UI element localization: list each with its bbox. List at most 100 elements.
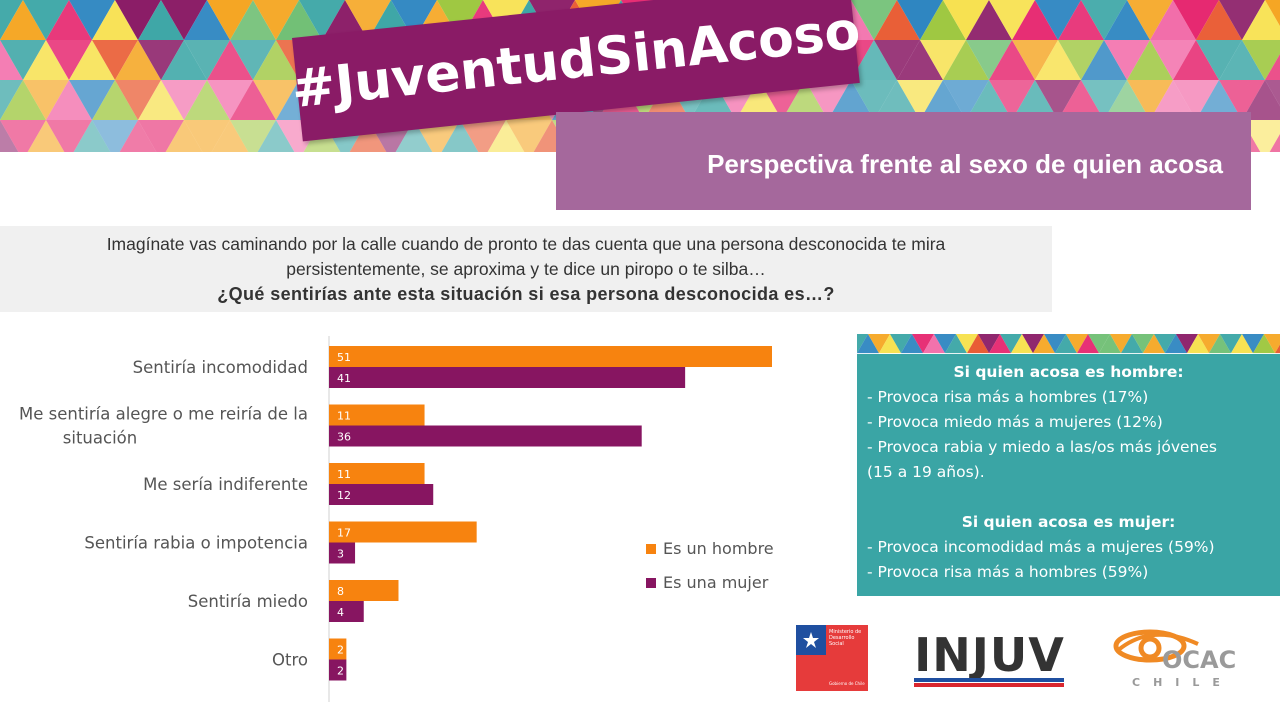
banner-triangle xyxy=(943,40,989,81)
banner-triangle xyxy=(487,120,525,152)
banner-triangle xyxy=(395,120,433,152)
bar xyxy=(329,601,364,622)
banner-triangle xyxy=(1012,40,1058,81)
banner-triangle xyxy=(69,80,115,121)
banner-triangle xyxy=(966,40,1012,81)
banner-triangle xyxy=(138,120,184,152)
page-title: Perspectiva frente al sexo de quien acos… xyxy=(707,149,1223,179)
banner-triangle xyxy=(0,80,46,121)
banner-triangle xyxy=(736,80,782,121)
banner-triangle xyxy=(46,0,92,41)
banner-triangle xyxy=(1121,334,1143,354)
injuv-logo-text: INJUV xyxy=(914,628,1065,682)
banner-triangle xyxy=(989,0,1035,41)
banner-triangle xyxy=(1081,40,1127,81)
bar-value-label: 2 xyxy=(337,644,344,657)
banner-triangle xyxy=(460,120,506,152)
banner-triangle xyxy=(920,40,966,81)
banner-triangle xyxy=(1219,0,1265,41)
legend-swatch xyxy=(646,578,656,588)
banner-triangle xyxy=(1269,133,1280,152)
injuv-red-bar xyxy=(914,683,1064,687)
banner-triangle xyxy=(920,80,966,121)
bar-value-label: 41 xyxy=(337,372,351,385)
men-item: - Provoca miedo más a mujeres (12%) xyxy=(867,413,1163,431)
legend-label: Es una mujer xyxy=(663,573,769,592)
banner-triangle xyxy=(207,80,253,121)
banner-triangle xyxy=(1150,80,1196,121)
banner-triangle xyxy=(782,80,828,121)
bar-value-label: 8 xyxy=(337,585,344,598)
info-panel: Si quien acosa es hombre: - Provoca risa… xyxy=(857,334,1280,596)
women-item: - Provoca risa más a hombres (59%) xyxy=(867,563,1149,581)
bar xyxy=(329,484,434,505)
banner-triangle xyxy=(1000,334,1022,354)
banner-triangle xyxy=(46,40,92,81)
men-item: - Provoca rabia y miedo a las/os más jóv… xyxy=(867,438,1217,456)
banner-triangle xyxy=(211,120,249,152)
banner-triangle xyxy=(207,40,253,81)
banner-triangle xyxy=(857,334,879,354)
banner-triangle xyxy=(897,0,943,41)
banner-triangle xyxy=(851,0,897,41)
category-label: Me sería indiferente xyxy=(143,475,308,494)
banner-triangle xyxy=(184,80,230,121)
category-label: situación xyxy=(63,429,137,448)
banner-triangle xyxy=(1242,334,1264,354)
banner-triangle xyxy=(207,0,253,41)
banner-triangle xyxy=(1104,80,1150,121)
banner-triangle xyxy=(69,40,115,81)
banner-triangle xyxy=(1187,334,1209,354)
banner-triangle xyxy=(391,0,437,41)
ministry-logo-text: Social xyxy=(829,641,844,647)
question-line-3: ¿Qué sentirías ante esta situación si es… xyxy=(217,284,835,304)
banner-triangle xyxy=(1088,334,1110,354)
legend-label: Es un hombre xyxy=(663,539,774,558)
banner-triangle xyxy=(165,120,203,152)
banner-triangle xyxy=(1058,80,1104,121)
bar-value-label: 11 xyxy=(337,410,351,423)
banner-triangle xyxy=(23,80,69,121)
banner-triangle xyxy=(161,0,207,41)
banner-triangle xyxy=(0,0,46,41)
banner-triangle xyxy=(119,120,157,152)
banner-triangle xyxy=(46,120,92,152)
spacer xyxy=(867,485,1270,510)
banner-triangle xyxy=(1099,334,1121,354)
banner-triangle xyxy=(1150,40,1196,81)
bar-value-label: 36 xyxy=(337,431,351,444)
banner-triangle xyxy=(1127,80,1173,121)
banner-triangle xyxy=(1265,80,1280,107)
banner-triangle xyxy=(253,0,299,41)
bar-value-label: 17 xyxy=(337,527,351,540)
banner-triangle xyxy=(230,120,276,152)
ocac-logo-text: OCAC xyxy=(1162,646,1236,674)
banner-triangle xyxy=(92,0,138,41)
banner-triangle xyxy=(92,80,138,121)
banner-triangle xyxy=(1077,334,1099,354)
banner-triangle xyxy=(1143,334,1165,354)
bar xyxy=(329,404,425,426)
banner-triangle xyxy=(989,334,1011,354)
ocac-logo-subtext: CHILE xyxy=(1132,676,1233,689)
ministry-logo-text: Ministerio de xyxy=(829,629,861,635)
banner-triangle xyxy=(1055,334,1077,354)
banner-triangle xyxy=(1104,0,1150,41)
banner-triangle xyxy=(1196,0,1242,41)
banner-triangle xyxy=(1196,40,1242,81)
banner-triangle xyxy=(92,120,138,152)
category-label: Sentiría incomodidad xyxy=(133,358,308,377)
men-heading: Si quien acosa es hombre: xyxy=(953,363,1184,381)
banner-triangle xyxy=(230,0,276,41)
banner-triangle xyxy=(874,80,920,121)
banner-triangle xyxy=(851,80,897,121)
bar-value-label: 2 xyxy=(337,665,344,678)
bar-chart: 51 41 Sentiría incomodidad 11 36 Me sentiría … xyxy=(19,336,774,702)
bar xyxy=(329,521,477,543)
banner-triangle xyxy=(690,80,736,121)
banner-triangle xyxy=(184,120,230,152)
banner-triangle xyxy=(1209,334,1231,354)
injuv-logo: INJUV xyxy=(912,628,1067,690)
ministry-logo-text: Gobierno de Chile xyxy=(829,681,865,686)
banner-triangle xyxy=(1058,40,1104,81)
